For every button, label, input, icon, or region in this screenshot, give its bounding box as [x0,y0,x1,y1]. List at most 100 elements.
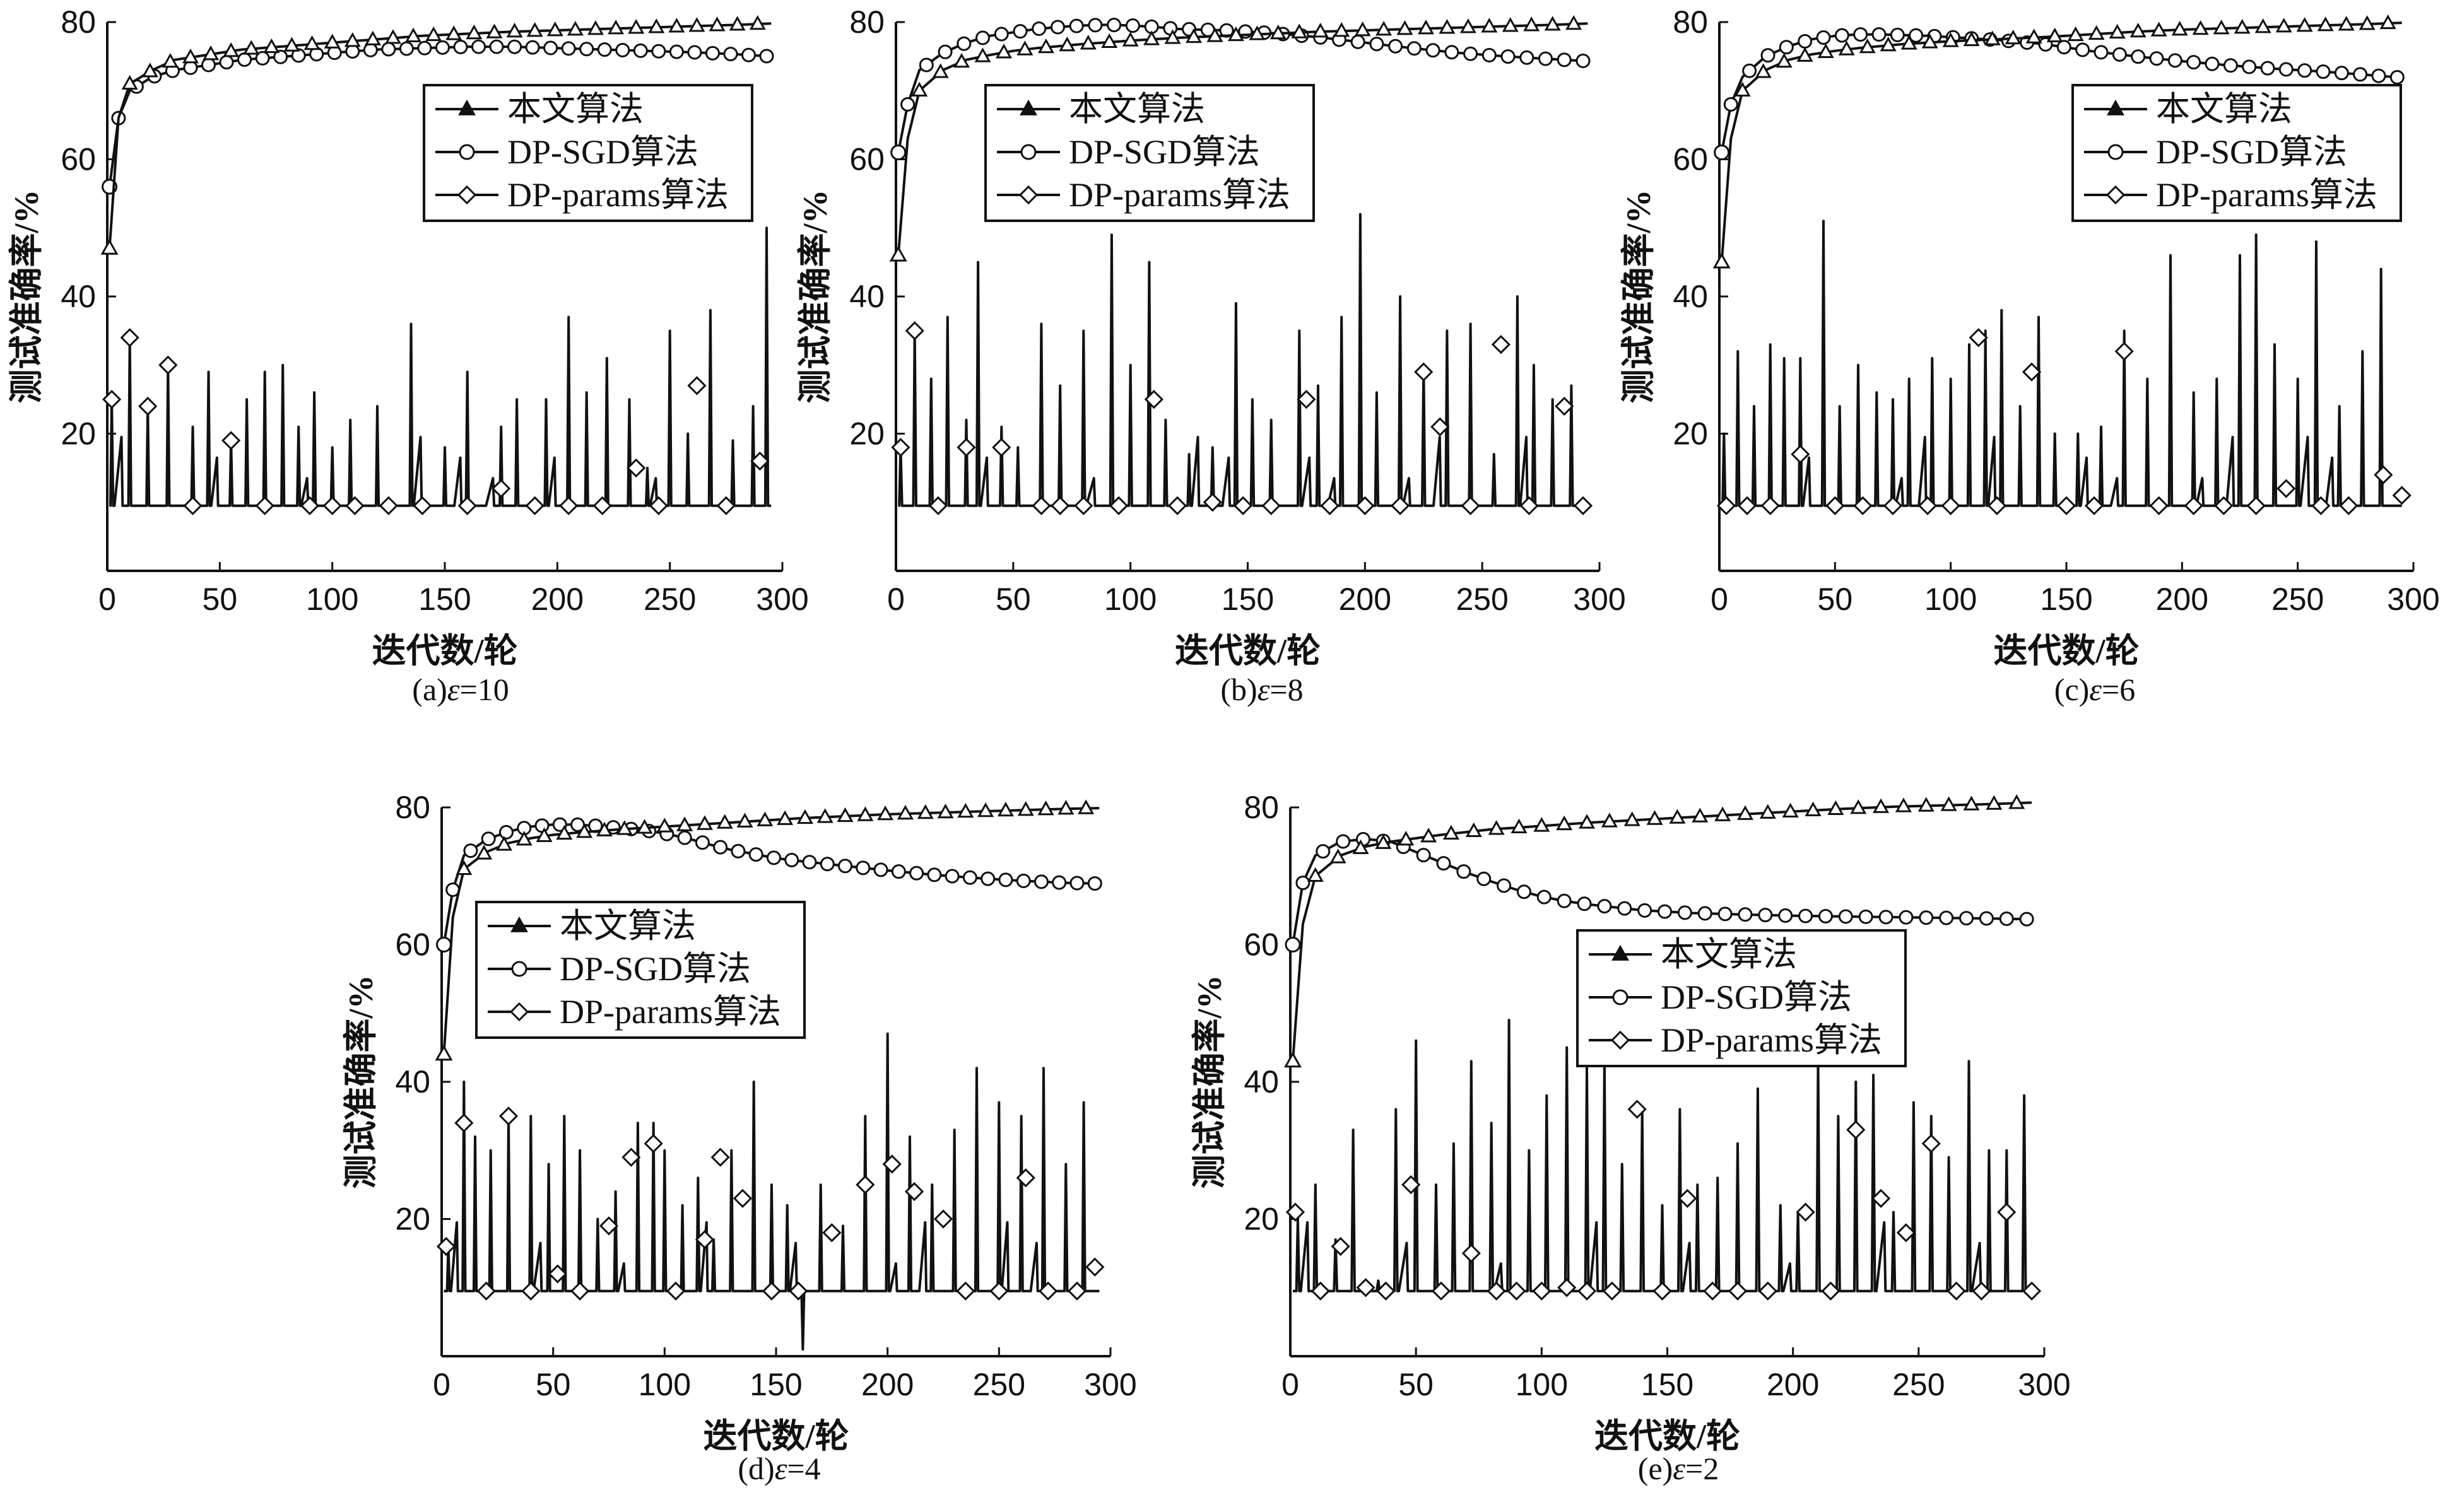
data-point-dp-sgd [938,44,953,59]
data-point-ours [688,17,705,32]
data-point-ours [1329,848,1346,864]
data-point-dp-params [2276,479,2296,498]
y-tick-label: 40 [1673,279,1708,314]
data-point-ours [1164,29,1181,44]
data-point-ours [1759,804,1776,819]
data-point-dp-sgd [1818,909,1833,924]
y-tick-label: 80 [395,790,430,825]
data-point-ours [495,836,512,851]
data-point-dp-params [1573,496,1593,515]
series-line-dp-params [109,226,772,507]
data-point-dp-sgd [677,830,692,845]
data-point-dp-params [1487,1281,1506,1301]
data-point-ours [2192,20,2209,35]
data-point-dp-sgd [543,40,558,56]
data-point-dp-sgd [1714,144,1730,161]
data-point-dp-params [413,496,432,515]
data-point-dp-params [300,496,320,515]
data-point-dp-params [255,496,274,515]
data-point-dp-sgd [1871,27,1887,42]
data-point-ours [121,74,138,90]
data-point-dp-sgd [945,869,960,884]
data-point-ours [1078,799,1095,814]
data-point-ours [877,805,894,821]
y-tick-label: 40 [61,279,96,314]
data-point-dp-sgd [1481,47,1497,62]
legend-marker-diamond-icon [509,1002,529,1022]
data-point-dp-sgd [471,39,486,54]
y-axis-title: 测试准确率/% [796,189,834,403]
data-point-dp-sgd [802,855,817,870]
data-point-dp-params [1390,496,1410,515]
data-point-ours [1488,820,1505,835]
data-point-dp-sgd [1295,876,1310,891]
data-point-dp-sgd [962,870,977,885]
y-tick-label: 60 [1673,142,1708,177]
data-point-dp-sgd [927,867,942,882]
data-point-dp-params [1331,1236,1350,1257]
data-point-dp-params [905,321,924,341]
data-point-ours [957,802,974,818]
data-point-ours [223,42,240,57]
data-point-ours [1249,25,1266,40]
data-point-ours [1712,252,1731,269]
data-point-dp-sgd [2353,67,2368,82]
panel-caption: (b)ε=8 [1220,672,1303,707]
data-point-dp-params [1461,496,1480,515]
data-point-dp-params [1941,496,1960,515]
data-point-ours [1206,27,1223,42]
data-point-dp-params [1297,390,1316,409]
data-point-ours [1017,801,1034,816]
data-point-dp-sgd [2371,68,2386,83]
data-point-dp-params [1074,496,1093,515]
data-point-ours [1805,801,1822,816]
data-point-dp-sgd [1760,48,1776,63]
x-tick-label: 0 [1281,1367,1299,1402]
data-point-dp-params [928,496,948,515]
data-point-dp-params [1310,1281,1330,1301]
data-point-dp-sgd [561,41,576,56]
legend-marker-circle-icon [2107,144,2124,160]
data-point-ours [837,807,854,823]
data-point-dp-params [183,496,203,515]
data-point-dp-params [379,496,398,515]
data-point-ours [182,48,199,64]
legend-label: DP-SGD算法 [1069,133,1260,171]
data-point-ours [1984,30,2001,45]
data-point-dp-sgd [1999,911,2014,927]
data-point-dp-sgd [1500,49,1516,64]
data-point-dp-sgd [1069,18,1084,33]
data-point-dp-sgd [1637,903,1652,918]
data-point-dp-params [457,496,477,515]
data-point-ours [141,62,158,78]
data-point-ours [162,53,179,68]
data-point-ours [668,18,685,33]
data-point-dp-params [644,1134,663,1154]
data-point-dp-sgd [838,859,853,874]
data-point-ours [596,821,613,836]
data-point-dp-sgd [1858,909,1873,924]
data-point-ours [2338,16,2355,31]
data-point-ours [917,804,934,819]
y-tick-label: 20 [395,1202,430,1237]
data-point-ours [1917,797,1935,812]
data-point-ours [656,818,673,833]
chart-panel-4: 20 40 60 80 0 50 100 150 200 250 300 迭代数/轮 测试准确率/% (e… [1191,790,2071,1486]
legend-marker-circle-icon [1020,144,1037,160]
legend-label: DP-SGD算法 [2156,133,2347,171]
data-point-dp-sgd [1577,896,1592,911]
data-point-dp-sgd [2186,55,2201,70]
y-tick-label: 60 [1244,927,1279,963]
data-point-dp-sgd [1416,848,1431,863]
data-point-ours [1037,38,1054,54]
data-point-ours [1375,834,1392,849]
data-point-ours [2234,19,2251,34]
x-tick-label: 250 [973,1367,1025,1402]
data-point-ours [243,40,260,55]
data-point-dp-params [548,1264,567,1284]
data-point-ours [2213,20,2230,35]
data-point-dp-sgd [2167,53,2182,68]
data-point-ours [1873,798,1890,813]
data-point-dp-sgd [1088,18,1103,33]
